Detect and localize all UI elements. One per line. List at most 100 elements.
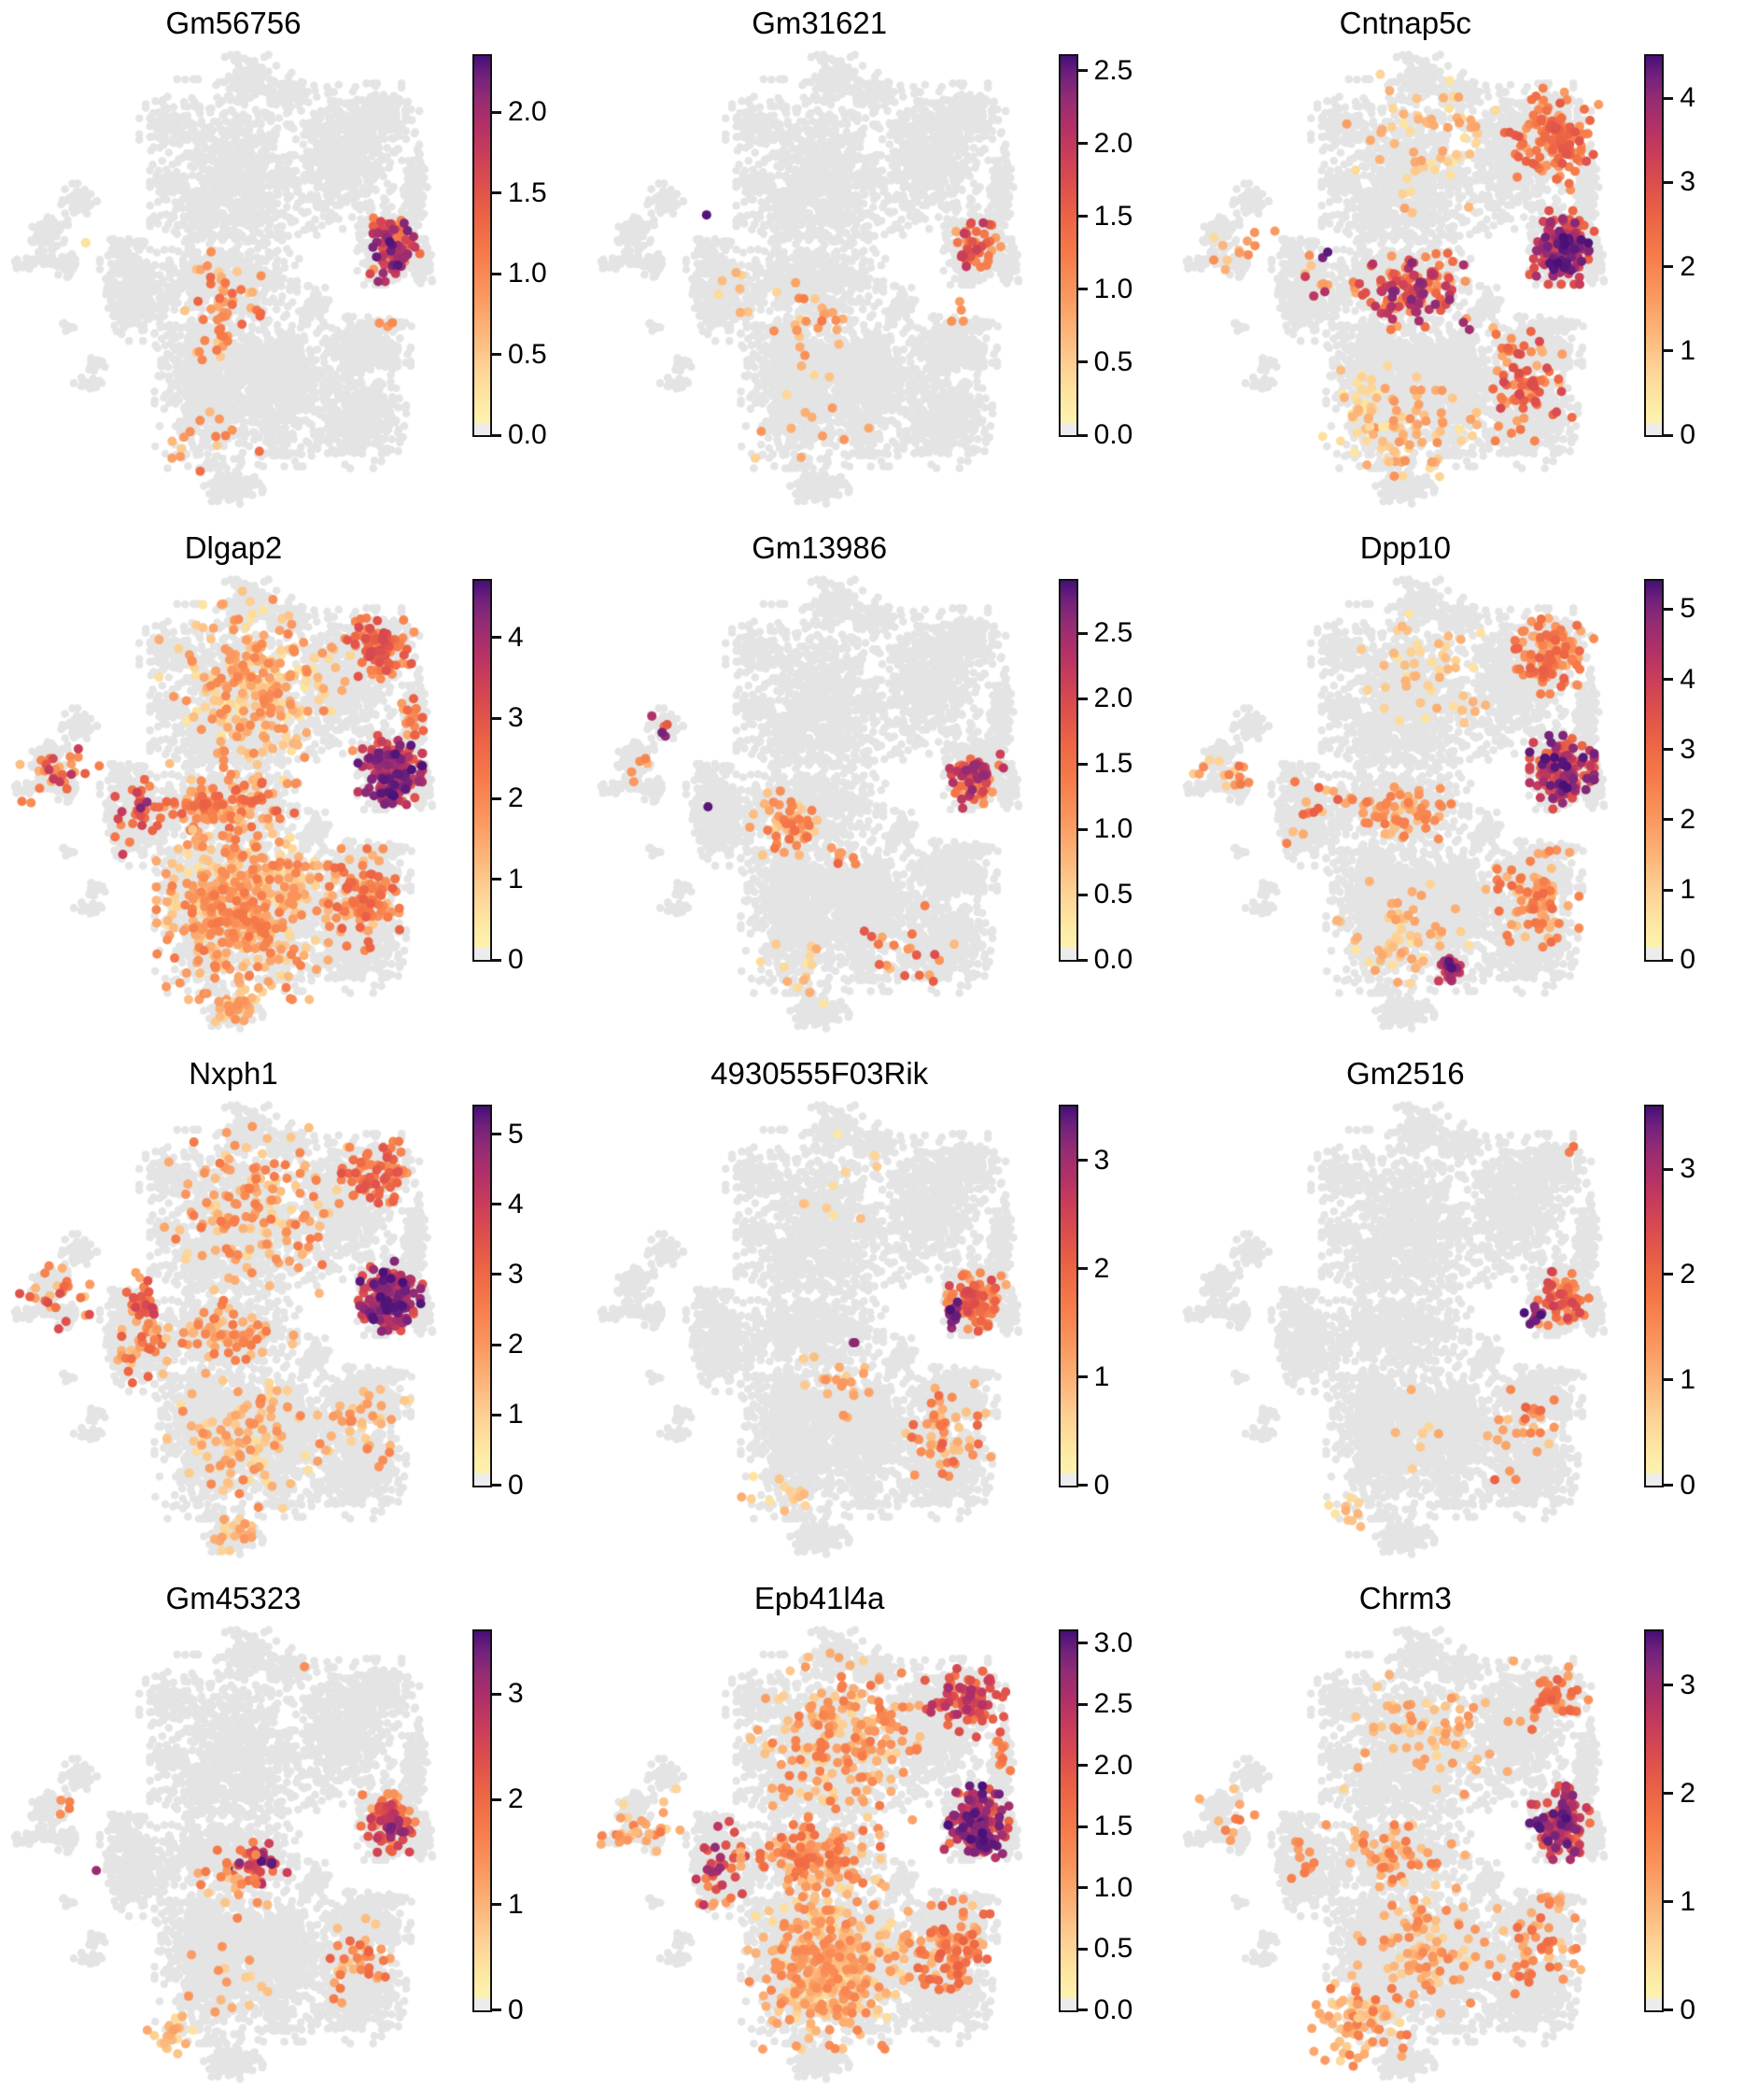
colorbar-tick-label: 1.5 (1093, 1811, 1133, 1842)
colorbar-tick (1664, 958, 1674, 962)
colorbar-tick (1664, 1167, 1674, 1171)
colorbar-tick (492, 433, 501, 437)
colorbar-tick (1077, 360, 1088, 364)
colorbar-tick-label: 2.5 (1093, 1688, 1133, 1720)
colorbar-tick-label: 3 (1680, 1153, 1695, 1185)
colorbar-tick (492, 1273, 501, 1276)
colorbar-gradient-canvas (1644, 1628, 1665, 2012)
colorbar-tick (1077, 288, 1088, 291)
umap-panel: Gm45323 0 1 2 3 (0, 1575, 586, 2100)
colorbar-tick-label: 1 (1680, 1363, 1695, 1395)
expression-colorbar: 0 1 2 3 4 (472, 577, 584, 974)
colorbar-tick (1077, 433, 1088, 437)
colorbar-tick-label: 2 (1680, 1777, 1695, 1809)
colorbar-tick (1077, 1484, 1088, 1487)
panel-title: Epb41l4a (753, 1580, 885, 1615)
expression-colorbar: 0 1 2 3 (1058, 1103, 1171, 1499)
colorbar-tick-label: 3 (508, 702, 524, 734)
colorbar-tick (1077, 215, 1088, 218)
colorbar-tick-label: 2 (1093, 1252, 1110, 1284)
colorbar-tick (492, 1413, 501, 1416)
expression-colorbar: 0.0 0.5 1.0 1.5 2.0 2.5 3.0 (1058, 1627, 1171, 2023)
colorbar-tick-label: 3 (508, 1258, 524, 1290)
colorbar-ticks: 0 1 2 3 (1059, 1106, 1171, 1499)
expression-colorbar: 0 1 2 3 4 (1644, 52, 1756, 449)
colorbar-tick (1077, 2008, 1088, 2012)
colorbar-ticks: 0 1 2 3 (472, 1631, 584, 2023)
umap-scatter-canvas (9, 1094, 457, 1567)
colorbar-tick (492, 2008, 501, 2012)
colorbar-gradient-canvas (472, 54, 492, 437)
colorbar-gradient-canvas (472, 579, 492, 963)
colorbar-tick (1077, 1702, 1088, 1706)
colorbar-tick-label: 0.0 (1093, 1994, 1133, 2025)
colorbar-tick-label: 1 (508, 863, 524, 895)
expression-colorbar: 0 1 2 3 (1644, 1628, 1756, 2023)
colorbar-tick-label: 2 (508, 1783, 524, 1815)
colorbar-tick-label: 0 (1680, 419, 1695, 450)
colorbar-ticks: 0 1 2 3 (1644, 1631, 1756, 2023)
colorbar-tick (1664, 1484, 1674, 1487)
colorbar-tick-label: 2.5 (1093, 54, 1133, 86)
colorbar-tick-label: 0 (508, 1469, 524, 1501)
panel-title: Gm45323 (165, 1580, 302, 1615)
expression-colorbar: 0 1 2 3 (472, 1628, 584, 2023)
colorbar-ticks: 0.0 0.5 1.0 1.5 2.0 2.5 (1059, 581, 1171, 974)
umap-panel: Nxph1 0 1 2 3 4 5 (0, 1050, 586, 1575)
expression-colorbar: 0.0 0.5 1.0 1.5 2.0 (472, 52, 584, 449)
umap-scatter-canvas (595, 570, 1044, 1042)
colorbar-tick (1077, 893, 1088, 896)
colorbar-tick-label: 2 (508, 1329, 524, 1360)
colorbar-tick-label: 1.5 (1093, 200, 1133, 232)
colorbar-tick-label: 1.0 (1093, 273, 1133, 304)
colorbar-tick-label: 2 (1680, 803, 1695, 835)
colorbar-ticks: 0 1 2 3 4 5 (472, 1106, 584, 1499)
expression-colorbar: 0 1 2 3 4 5 (1644, 577, 1756, 974)
colorbar-gradient-canvas (1644, 1104, 1665, 1487)
umap-scatter-canvas (595, 1619, 1044, 2092)
colorbar-tick-label: 0.5 (1093, 879, 1133, 910)
colorbar-tick-label: 0 (508, 1994, 524, 2025)
colorbar-tick-label: 1 (508, 1888, 524, 1920)
colorbar-tick (492, 636, 501, 640)
colorbar-tick-label: 0.5 (1093, 345, 1133, 377)
colorbar-tick (1664, 1273, 1674, 1276)
colorbar-tick-label: 1 (1680, 874, 1695, 906)
colorbar-tick (1664, 1900, 1674, 1904)
colorbar-tick-label: 0.0 (1093, 944, 1133, 976)
colorbar-tick (492, 958, 501, 962)
colorbar-tick (492, 1343, 501, 1346)
colorbar-tick-label: 1 (1680, 334, 1695, 366)
umap-panel: Chrm3 0 1 2 3 (1172, 1575, 1758, 2100)
colorbar-ticks: 0.0 0.5 1.0 1.5 2.0 2.5 (1059, 54, 1171, 449)
colorbar-tick (1664, 607, 1674, 611)
colorbar-gradient-canvas (472, 1628, 492, 2012)
colorbar-tick (1077, 827, 1088, 831)
colorbar-ticks: 0 1 2 3 4 5 (1644, 581, 1756, 974)
colorbar-tick-label: 0 (508, 944, 524, 976)
umap-scatter-canvas (1181, 1619, 1630, 2092)
colorbar-gradient-canvas (1058, 54, 1078, 437)
colorbar-tick (1664, 818, 1674, 822)
colorbar-tick (492, 191, 501, 195)
colorbar-ticks: 0.0 0.5 1.0 1.5 2.0 (472, 56, 584, 449)
colorbar-tick (1077, 762, 1088, 766)
colorbar-tick (492, 272, 501, 275)
colorbar-tick (1077, 1764, 1088, 1768)
colorbar-tick-label: 0 (1680, 1469, 1695, 1501)
colorbar-tick-label: 0 (1680, 944, 1695, 976)
colorbar-ticks: 0 1 2 3 4 (1644, 56, 1756, 449)
umap-scatter-canvas (1181, 1094, 1630, 1567)
colorbar-tick-label: 3.0 (1093, 1627, 1133, 1658)
colorbar-tick (492, 1692, 501, 1696)
colorbar-tick-label: 2 (1680, 1258, 1695, 1290)
colorbar-tick (1664, 888, 1674, 892)
colorbar-tick (492, 353, 501, 357)
colorbar-tick (1077, 1947, 1088, 1951)
umap-scatter-canvas (9, 45, 457, 516)
colorbar-tick (1077, 1886, 1088, 1890)
colorbar-tick-label: 1 (1093, 1360, 1110, 1392)
umap-panel: Dpp10 0 1 2 3 4 5 (1172, 525, 1758, 1050)
colorbar-tick (1077, 1267, 1088, 1270)
